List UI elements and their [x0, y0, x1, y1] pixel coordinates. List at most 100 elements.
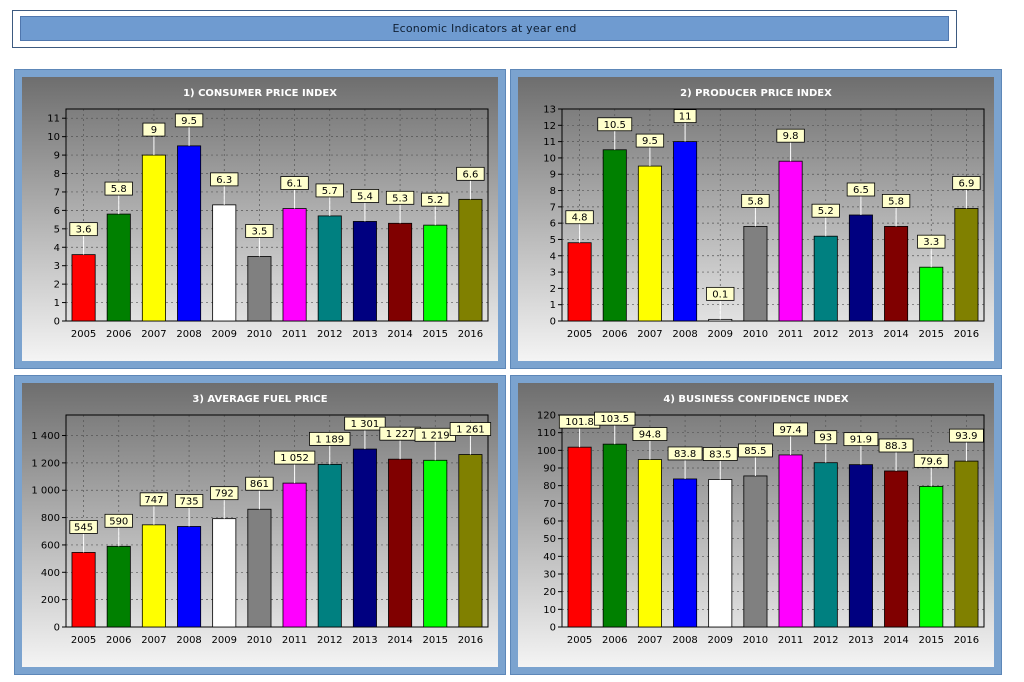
x-tick-label: 2011	[778, 635, 803, 646]
data-label-box	[565, 210, 594, 225]
data-label-box	[635, 133, 665, 148]
y-tick-label: 7	[550, 202, 556, 213]
data-label-box	[69, 520, 98, 534]
data-label: 11	[679, 112, 692, 123]
x-tick-label: 2006	[602, 635, 627, 646]
data-label-box	[139, 492, 169, 507]
data-label: 6.5	[853, 185, 869, 196]
y-tick-label: 50	[543, 534, 556, 545]
bar-2011	[282, 208, 307, 322]
chart-panel-average-fuel-price: 3) AVERAGE FUEL PRICE 0 200 400 600 800 1 000 1…	[14, 375, 506, 675]
header-box: Economic Indicators at year end	[12, 10, 957, 48]
bar-2005	[567, 446, 592, 628]
bar-2009	[212, 204, 237, 322]
bar-2008	[177, 526, 202, 628]
y-tick-label: 1 200	[31, 458, 60, 469]
bar-2012	[317, 463, 342, 628]
data-label: 83.5	[709, 449, 731, 460]
chart-panel-producer-price-index: 2) PRODUCER PRICE INDEX 0 1 2 3 4 5 6 7 8 9 10 11 12 1…	[510, 69, 1002, 369]
x-tick-label: 2016	[458, 329, 483, 340]
y-tick-label: 7	[54, 187, 60, 198]
y-tick-label: 1	[54, 298, 60, 309]
x-tick-label: 2007	[141, 329, 166, 340]
y-tick-label: 8	[54, 169, 60, 180]
x-tick-label: 2012	[317, 329, 342, 340]
y-tick-label: 3	[54, 261, 60, 272]
data-label-box	[594, 411, 636, 426]
data-label-box	[344, 416, 386, 431]
x-tick-label: 2010	[247, 635, 272, 646]
x-tick-label: 2015	[919, 635, 944, 646]
data-label-box	[702, 447, 738, 461]
data-label-box	[952, 176, 981, 190]
x-tick-label: 2013	[352, 329, 377, 340]
x-tick-label: 2005	[71, 635, 96, 646]
data-label-box	[245, 476, 274, 491]
y-tick-label: 200	[41, 595, 60, 606]
bar-2009	[212, 518, 237, 628]
data-label: 1 261	[456, 425, 485, 436]
bar-2014	[388, 458, 413, 628]
data-label: 88.3	[885, 441, 907, 452]
x-tick-label: 2009	[708, 635, 733, 646]
bar-2015	[919, 485, 944, 628]
data-label-box	[776, 128, 805, 143]
data-label: 3.5	[251, 226, 267, 237]
x-tick-label: 2008	[176, 329, 201, 340]
bar-2012	[813, 235, 838, 322]
x-tick-label: 2016	[458, 635, 483, 646]
data-label: 0.1	[712, 289, 728, 300]
y-tick-label: 400	[41, 568, 60, 579]
data-label: 1 189	[315, 434, 344, 445]
data-label-box	[632, 427, 668, 441]
y-tick-label: 120	[537, 411, 556, 422]
chart-title: 1) CONSUMER PRICE INDEX	[183, 88, 337, 99]
data-label: 6.9	[958, 178, 974, 189]
y-tick-label: 70	[543, 499, 556, 510]
chart-panel-consumer-price-index: 1) CONSUMER PRICE INDEX 0 1 2 3 4 5 6 7 8 9 10 11 3.6…	[14, 69, 506, 369]
x-tick-label: 2016	[954, 329, 979, 340]
chart-panel-business-confidence-index: 4) BUSINESS CONFIDENCE INDEX 0 10 20 30 40 50 6…	[510, 375, 1002, 675]
bar-2011	[282, 482, 307, 628]
data-label-box	[350, 189, 380, 203]
x-tick-label: 2014	[883, 635, 908, 646]
data-label: 747	[144, 495, 163, 506]
x-tick-label: 2012	[813, 635, 838, 646]
bar-2005	[567, 242, 592, 322]
data-label: 545	[74, 522, 93, 533]
y-tick-label: 10	[47, 132, 60, 143]
y-tick-label: 1 000	[31, 486, 60, 497]
y-tick-label: 20	[543, 587, 556, 598]
data-label: 1 301	[351, 419, 380, 430]
data-label: 5.2	[818, 206, 834, 217]
data-label-box	[843, 432, 879, 447]
data-label: 9.8	[783, 131, 799, 142]
data-label-box	[673, 109, 697, 124]
y-tick-label: 3	[550, 268, 556, 279]
x-tick-label: 2014	[387, 329, 412, 340]
data-label: 3.6	[76, 225, 92, 236]
data-label: 5.8	[747, 196, 763, 207]
bar-2011	[778, 454, 803, 628]
data-label-box	[706, 286, 735, 301]
x-tick-label: 2006	[602, 329, 627, 340]
y-tick-label: 11	[543, 137, 556, 148]
x-tick-label: 2016	[954, 635, 979, 646]
y-tick-label: 0	[550, 317, 556, 328]
bar-2009	[708, 318, 733, 322]
x-tick-label: 2008	[672, 635, 697, 646]
y-tick-label: 100	[537, 446, 556, 457]
x-tick-label: 2010	[743, 635, 768, 646]
data-label: 94.8	[639, 430, 661, 441]
data-label: 93	[819, 433, 832, 444]
data-label-box	[315, 183, 344, 198]
y-tick-label: 13	[543, 105, 556, 116]
data-label: 91.9	[850, 435, 872, 446]
y-tick-label: 4	[54, 243, 60, 254]
data-label: 85.5	[744, 446, 766, 457]
bar-2010	[743, 475, 768, 628]
chart-consumer-price-index: 1) CONSUMER PRICE INDEX 0 1 2 3 4 5 6 7 8 9 10 11 3.6…	[22, 77, 498, 361]
bar-2012	[813, 462, 838, 628]
data-label-box	[309, 431, 351, 446]
y-tick-label: 2	[54, 280, 60, 291]
